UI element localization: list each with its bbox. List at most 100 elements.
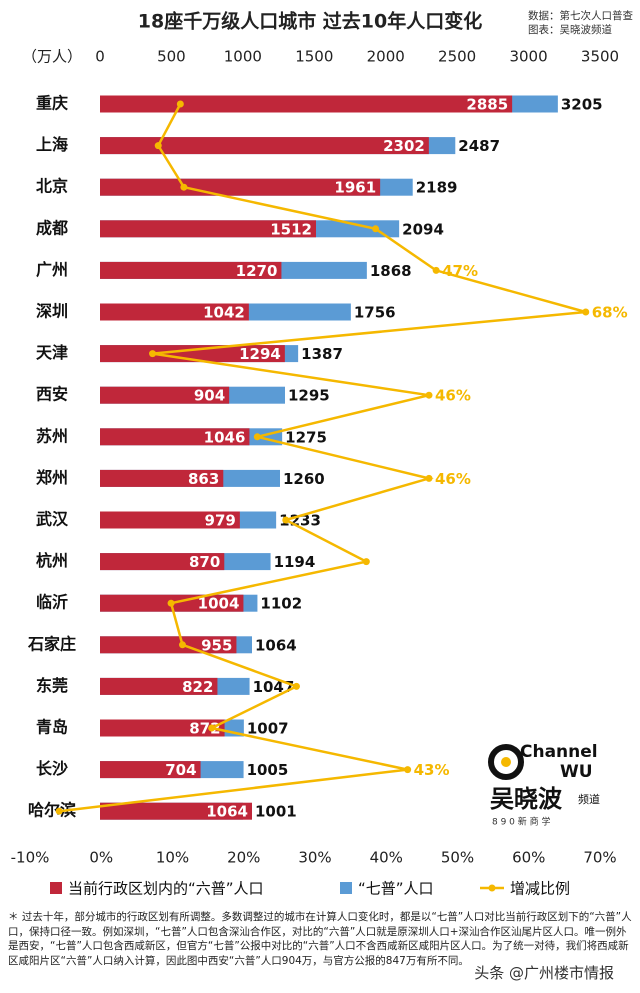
ratio-point: [154, 142, 162, 150]
x-tick-label: 2000: [367, 48, 405, 66]
value-label: 1047: [253, 678, 295, 696]
bar: [100, 511, 240, 529]
category-label: 广州: [36, 260, 68, 279]
watermark: 头条 @广州楼市情报: [470, 962, 618, 983]
x-tick-label: 1000: [224, 48, 262, 66]
ratio-label: 46%: [435, 387, 471, 405]
legend-swatch: [340, 882, 352, 894]
category-label: 石家庄: [27, 634, 76, 653]
value-label: 1194: [274, 553, 316, 571]
value-label: 1064: [206, 803, 248, 821]
ratio-label: 68%: [592, 304, 628, 322]
x2-tick-label: 0%: [89, 849, 113, 867]
x-tick-label: 1500: [295, 48, 333, 66]
x-tick-label: 500: [157, 48, 186, 66]
category-label: 苏州: [36, 426, 68, 445]
value-label: 1005: [247, 761, 289, 779]
bar: [100, 802, 252, 820]
category-label: 上海: [36, 135, 68, 154]
x2-tick-label: 70%: [583, 849, 616, 867]
value-label: 1756: [354, 304, 396, 322]
bar: [100, 303, 249, 321]
value-label: 2094: [402, 220, 444, 238]
x-tick-label: 0: [95, 48, 105, 66]
value-label: 2487: [458, 137, 500, 155]
category-label: 深圳: [36, 302, 68, 321]
bar: [100, 719, 225, 737]
value-label: 1042: [203, 304, 245, 322]
ratio-point: [282, 516, 290, 524]
ratio-point: [425, 391, 433, 399]
value-label: 1260: [283, 470, 325, 488]
bar: [100, 95, 513, 113]
logo-brand: 吴晓波: [490, 785, 563, 813]
category-label: 杭州: [36, 551, 68, 570]
bar: [100, 137, 429, 155]
ratio-label: 46%: [435, 470, 471, 488]
value-label: 822: [182, 678, 213, 696]
value-label: 863: [188, 470, 219, 488]
category-label: 哈尔滨: [28, 801, 76, 820]
value-label: 1387: [301, 345, 343, 363]
ratio-point: [432, 266, 440, 274]
value-label: 2885: [466, 96, 508, 114]
value-label: 979: [205, 512, 236, 530]
legend-label: 当前行政区划内的“六普”人口: [68, 880, 264, 898]
x-axis-label: （万人）: [22, 48, 82, 66]
x2-tick-label: -10%: [11, 849, 50, 867]
x2-tick-label: 20%: [227, 849, 260, 867]
bar: [100, 386, 230, 404]
x2-tick-label: 10%: [156, 849, 189, 867]
category-label: 武汉: [36, 510, 69, 529]
bar: [100, 178, 381, 196]
chart-title: 18座千万级人口城市 过去10年人口变化: [138, 10, 483, 33]
category-label: 长沙: [36, 759, 68, 778]
footnote: ＊ 过去十年，部分城市的行政区划有所调整。多数调整过的城市在计算人口变化时，都是…: [8, 911, 632, 967]
legend-swatch: [488, 884, 496, 892]
x2-tick-label: 60%: [512, 849, 545, 867]
ratio-point: [176, 100, 184, 108]
legend-label: “七普”人口: [358, 880, 434, 898]
value-label: 1294: [239, 345, 281, 363]
ratio-point: [425, 474, 433, 482]
logo-name: Channel: [520, 742, 598, 762]
value-label: 3205: [561, 96, 603, 114]
category-label: 西安: [36, 385, 68, 404]
x-tick-label: 2500: [438, 48, 476, 66]
bar: [100, 761, 201, 779]
value-label: 1512: [270, 220, 312, 238]
ratio-label: 47%: [442, 262, 478, 280]
bar: [100, 553, 225, 571]
bar: [100, 428, 250, 446]
bar: [100, 220, 316, 238]
value-label: 2189: [416, 179, 458, 197]
credit: 图表：吴晓波频道: [528, 23, 612, 36]
bar: [100, 261, 282, 279]
x-tick-label: 3000: [509, 48, 547, 66]
logo: Channel WU 吴晓波 频道 8 9 0 新 商 学: [488, 742, 600, 828]
x-tick-label: 3500: [581, 48, 619, 66]
value-label: 1868: [370, 262, 412, 280]
ratio-point: [55, 807, 63, 815]
ratio-point: [253, 433, 261, 441]
value-label: 1233: [279, 512, 321, 530]
value-label: 1007: [247, 720, 289, 738]
value-label: 704: [165, 761, 196, 779]
x2-tick-label: 50%: [441, 849, 474, 867]
ratio-point: [167, 599, 175, 607]
ratio-point: [178, 641, 186, 649]
category-label: 临沂: [36, 593, 68, 612]
bar: [100, 677, 218, 695]
logo-tagline: 8 9 0 新 商 学: [492, 816, 550, 828]
value-label: 1046: [204, 428, 246, 446]
legend-label: 增减比例: [510, 880, 570, 898]
logo-sub: 频道: [578, 792, 600, 806]
value-label: 1270: [236, 262, 278, 280]
ratio-point: [180, 183, 188, 191]
value-label: 1001: [255, 803, 297, 821]
ratio-point: [404, 766, 412, 774]
ratio-line: [59, 103, 587, 813]
value-label: 1004: [198, 595, 240, 613]
category-label: 成都: [36, 218, 68, 237]
